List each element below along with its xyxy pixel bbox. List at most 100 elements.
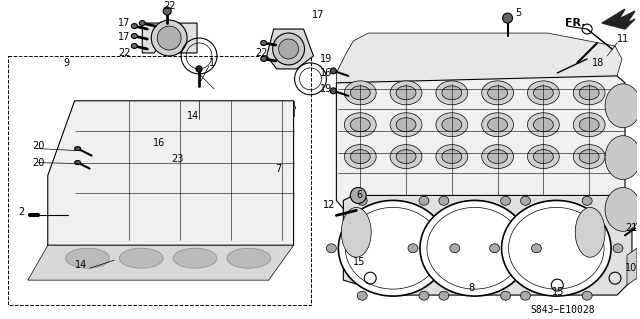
Ellipse shape (350, 150, 370, 164)
Ellipse shape (396, 118, 416, 132)
Ellipse shape (131, 24, 138, 29)
Ellipse shape (141, 197, 169, 214)
Ellipse shape (488, 86, 508, 100)
Polygon shape (75, 101, 294, 116)
Ellipse shape (93, 114, 116, 124)
Ellipse shape (243, 167, 271, 190)
Ellipse shape (147, 171, 164, 187)
Ellipse shape (613, 244, 623, 253)
Ellipse shape (95, 171, 113, 187)
Ellipse shape (436, 81, 468, 105)
Ellipse shape (248, 171, 266, 187)
Text: 1: 1 (209, 58, 215, 68)
Polygon shape (48, 101, 294, 245)
Ellipse shape (192, 167, 220, 190)
Ellipse shape (326, 244, 337, 253)
Ellipse shape (173, 248, 217, 268)
Ellipse shape (163, 7, 171, 15)
Ellipse shape (396, 150, 416, 164)
Ellipse shape (436, 145, 468, 168)
Ellipse shape (84, 191, 124, 219)
Polygon shape (337, 33, 622, 83)
Ellipse shape (573, 113, 605, 137)
Ellipse shape (86, 111, 122, 127)
Ellipse shape (582, 196, 592, 205)
Ellipse shape (330, 68, 337, 74)
Text: 16: 16 (321, 68, 333, 78)
Text: 15: 15 (353, 257, 365, 267)
Ellipse shape (151, 20, 187, 56)
Ellipse shape (350, 86, 370, 100)
Ellipse shape (88, 134, 122, 164)
Ellipse shape (488, 118, 508, 132)
Ellipse shape (502, 13, 513, 23)
Ellipse shape (192, 197, 220, 214)
Ellipse shape (419, 291, 429, 300)
Text: 20: 20 (32, 141, 44, 151)
Ellipse shape (135, 191, 175, 219)
Ellipse shape (131, 33, 138, 39)
Ellipse shape (531, 244, 541, 253)
Ellipse shape (131, 221, 180, 249)
Ellipse shape (260, 56, 267, 62)
Ellipse shape (344, 81, 376, 105)
Ellipse shape (582, 291, 592, 300)
Ellipse shape (527, 81, 559, 105)
Text: 15: 15 (552, 287, 564, 297)
Ellipse shape (436, 113, 468, 137)
Ellipse shape (188, 111, 224, 127)
Text: 22: 22 (118, 48, 131, 58)
Ellipse shape (533, 118, 554, 132)
Text: 22: 22 (255, 48, 268, 58)
Polygon shape (602, 9, 635, 29)
Ellipse shape (482, 81, 513, 105)
Ellipse shape (450, 244, 460, 253)
Ellipse shape (194, 114, 218, 124)
Bar (8, 56, 312, 305)
Ellipse shape (390, 81, 422, 105)
Text: 6: 6 (356, 190, 362, 200)
Text: 7: 7 (276, 164, 282, 174)
Ellipse shape (357, 196, 367, 205)
Ellipse shape (344, 145, 376, 168)
Ellipse shape (197, 171, 215, 187)
Text: 14: 14 (187, 111, 199, 121)
Ellipse shape (482, 113, 513, 137)
Ellipse shape (396, 86, 416, 100)
Ellipse shape (579, 118, 599, 132)
Ellipse shape (186, 191, 226, 219)
Ellipse shape (420, 200, 529, 296)
Ellipse shape (390, 113, 422, 137)
Text: 2: 2 (18, 207, 24, 217)
Ellipse shape (285, 105, 296, 111)
Ellipse shape (143, 114, 167, 124)
Ellipse shape (605, 136, 640, 180)
Text: 19: 19 (321, 54, 333, 64)
Text: 14: 14 (75, 260, 87, 270)
Ellipse shape (120, 248, 163, 268)
Ellipse shape (133, 105, 143, 111)
Text: 17: 17 (118, 32, 131, 42)
Ellipse shape (573, 81, 605, 105)
Ellipse shape (260, 41, 267, 46)
Ellipse shape (91, 197, 118, 214)
Text: 19: 19 (321, 84, 333, 94)
Ellipse shape (75, 160, 81, 165)
Ellipse shape (350, 188, 366, 204)
Ellipse shape (83, 105, 93, 111)
Ellipse shape (390, 145, 422, 168)
Ellipse shape (490, 244, 500, 253)
Ellipse shape (189, 134, 223, 164)
Polygon shape (343, 196, 632, 295)
Ellipse shape (63, 221, 113, 249)
Ellipse shape (533, 86, 554, 100)
Text: 18: 18 (592, 58, 604, 68)
Ellipse shape (527, 145, 559, 168)
Ellipse shape (500, 196, 511, 205)
Text: 22: 22 (163, 1, 175, 11)
Polygon shape (142, 23, 197, 53)
Ellipse shape (344, 113, 376, 137)
Polygon shape (267, 29, 314, 69)
Ellipse shape (138, 134, 172, 164)
Ellipse shape (533, 150, 554, 164)
